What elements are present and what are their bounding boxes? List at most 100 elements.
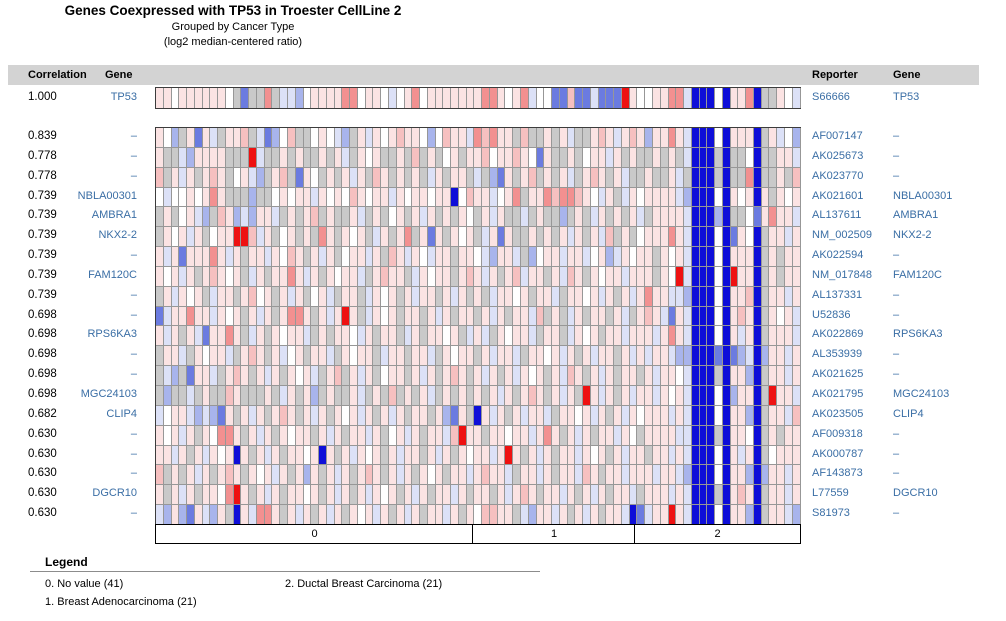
heatmap-cell <box>373 485 382 506</box>
gene-link-right[interactable]: – <box>893 149 900 162</box>
gene-link-right[interactable]: – <box>893 169 900 182</box>
reporter-link[interactable]: S81973 <box>812 507 850 520</box>
gene-link[interactable]: – <box>130 467 137 480</box>
gene-link-right[interactable]: MGC24103 <box>893 387 950 400</box>
gene-link-right[interactable]: – <box>893 447 900 460</box>
heatmap-cell <box>746 445 754 466</box>
gene-link[interactable]: AMBRA1 <box>91 209 137 222</box>
reporter-link[interactable]: AL353939 <box>812 348 863 361</box>
gene-link-right[interactable]: – <box>893 507 900 520</box>
heatmap-cell <box>738 485 747 506</box>
heatmap-cell <box>614 128 622 148</box>
gene-link[interactable]: – <box>130 427 137 440</box>
gene-link[interactable]: NBLA00301 <box>77 189 137 202</box>
heatmap-cell <box>513 247 521 267</box>
gene-link[interactable]: – <box>130 288 137 301</box>
gene-link[interactable]: RPS6KA3 <box>87 328 137 341</box>
gene-link[interactable]: NKX2-2 <box>98 229 137 242</box>
heatmap-cell <box>785 385 793 406</box>
heatmap-cell <box>482 425 490 446</box>
gene-link-right[interactable]: AMBRA1 <box>893 209 939 222</box>
heatmap-cell <box>668 207 677 228</box>
reporter-link[interactable]: AK021601 <box>812 189 864 202</box>
heatmap-cell <box>621 485 630 506</box>
gene-link-right[interactable]: DGCR10 <box>893 487 938 500</box>
heatmap-cell <box>629 485 638 506</box>
reporter-link[interactable]: S66666 <box>812 91 850 103</box>
heatmap-cell <box>342 366 351 386</box>
gene-link-right[interactable]: – <box>893 249 900 262</box>
gene-link-right[interactable]: FAM120C <box>893 268 942 281</box>
gene-link-right[interactable]: NKX2-2 <box>893 229 932 242</box>
gene-link-right[interactable]: TP53 <box>893 91 920 103</box>
heatmap-cell <box>435 128 444 148</box>
gene-link-right[interactable]: – <box>893 288 900 301</box>
gene-link-right[interactable]: CLIP4 <box>893 407 924 420</box>
gene-link[interactable]: – <box>130 308 137 321</box>
table-row: 0.698– AL353939– <box>0 345 1006 365</box>
reporter-link[interactable]: AK022594 <box>812 249 864 262</box>
heatmap-cell <box>156 88 164 108</box>
heatmap-cell <box>225 306 234 327</box>
reporter-link[interactable]: AF009318 <box>812 427 863 440</box>
gene-link[interactable]: – <box>130 130 137 142</box>
gene-link[interactable]: FAM120C <box>88 268 137 281</box>
gene-link-right[interactable]: – <box>893 308 900 321</box>
heatmap-cell <box>482 306 490 327</box>
heatmap-cell <box>505 147 514 168</box>
reporter-link[interactable]: U52836 <box>812 308 851 321</box>
heatmap-cell <box>699 445 708 466</box>
gene-link[interactable]: – <box>130 447 137 460</box>
gene-link-right[interactable]: – <box>893 348 900 361</box>
reporter-link[interactable]: AF007147 <box>812 130 863 142</box>
heatmap-cell <box>225 207 234 228</box>
heatmap-cell <box>202 425 211 446</box>
gene-link[interactable]: – <box>130 507 137 520</box>
reporter-link[interactable]: AL137331 <box>812 288 863 301</box>
reporter-link[interactable]: AK021625 <box>812 368 864 381</box>
heatmap-cell <box>637 266 646 287</box>
gene-link[interactable]: – <box>130 169 137 182</box>
heatmap-cell <box>163 306 172 327</box>
heatmap-cell <box>583 247 591 267</box>
heatmap-cell <box>645 187 653 208</box>
heatmap-cell <box>458 266 467 287</box>
table-row: 0.630– AF009318– <box>0 425 1006 445</box>
gene-link[interactable]: TP53 <box>110 91 137 103</box>
gene-link-right[interactable]: NBLA00301 <box>893 189 953 202</box>
reporter-link[interactable]: AK025673 <box>812 149 864 162</box>
reporter-link[interactable]: L77559 <box>812 487 849 500</box>
reporter-link[interactable]: AK023770 <box>812 169 864 182</box>
heatmap-cell <box>559 128 568 148</box>
heatmap-cell <box>660 187 669 208</box>
reporter-link[interactable]: NM_017848 <box>812 268 872 281</box>
reporter-link[interactable]: NM_002509 <box>812 229 872 242</box>
gene-link-right[interactable]: – <box>893 130 900 142</box>
gene-link[interactable]: – <box>130 348 137 361</box>
gene-link[interactable]: – <box>130 149 137 162</box>
gene-link-right[interactable]: RPS6KA3 <box>893 328 943 341</box>
gene-link-right[interactable]: – <box>893 467 900 480</box>
reporter-link[interactable]: AK021795 <box>812 387 864 400</box>
heatmap-cell <box>179 346 188 367</box>
table-row: 0.630 DGCR10 L77559 DGCR10 <box>0 484 1006 504</box>
gene-link[interactable]: – <box>130 249 137 262</box>
heatmap-cell <box>187 326 195 347</box>
gene-link[interactable]: DGCR10 <box>92 487 137 500</box>
reporter-link[interactable]: AK022869 <box>812 328 864 341</box>
reporter-link[interactable]: AK023505 <box>812 407 864 420</box>
heatmap-cell <box>606 485 615 506</box>
reporter-link[interactable]: AK000787 <box>812 447 864 460</box>
gene-link[interactable]: CLIP4 <box>106 407 137 420</box>
gene-link-right[interactable]: – <box>893 427 900 440</box>
reporter-link[interactable]: AF143873 <box>812 467 863 480</box>
reporter-link[interactable]: AL137611 <box>812 209 862 222</box>
heatmap-cell <box>187 207 195 228</box>
heatmap-cell <box>319 505 327 525</box>
gene-link[interactable]: – <box>130 368 137 381</box>
gene-link[interactable]: MGC24103 <box>80 387 137 400</box>
heatmap-cell <box>513 405 521 426</box>
gene-link-right[interactable]: – <box>893 368 900 381</box>
heatmap-cell <box>156 346 164 367</box>
heatmap-cell <box>559 465 568 486</box>
